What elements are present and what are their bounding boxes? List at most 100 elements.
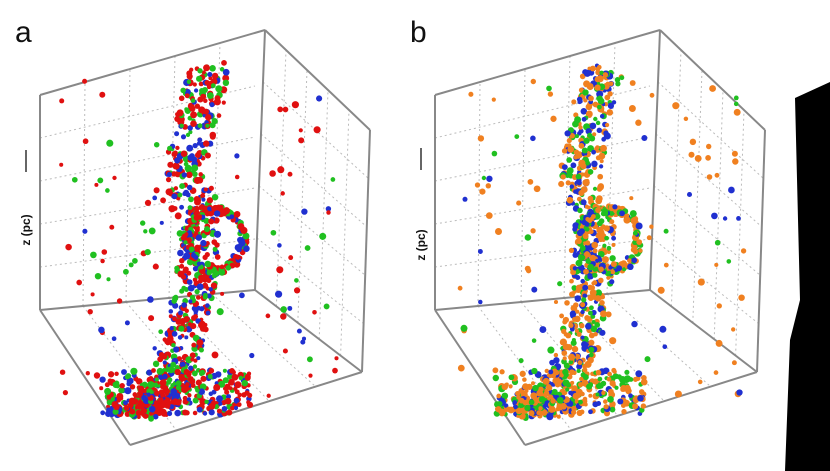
point [178,373,185,380]
point [575,274,581,281]
point [291,101,299,109]
point [147,296,154,303]
point [106,407,112,413]
point [628,393,633,399]
point [546,85,552,92]
point [238,239,246,247]
grid-line [258,185,366,276]
point [234,153,240,159]
point [600,380,607,387]
point [148,405,156,413]
point [593,116,598,122]
point [188,130,193,135]
point [168,309,174,314]
point [485,212,493,219]
point [134,377,139,382]
cube-edge [264,29,371,131]
point [686,191,693,198]
point [214,254,221,260]
point [574,328,579,333]
point [638,248,643,253]
point [585,258,592,265]
cube-edge [649,29,661,291]
point [659,325,667,333]
point [478,299,483,305]
point [300,339,306,345]
point [194,152,201,159]
point [631,257,638,264]
point [563,362,570,369]
point [166,171,172,177]
point [210,78,218,85]
point [566,196,574,204]
point [167,145,173,152]
point [204,79,210,86]
point [732,158,739,165]
cube-edge [254,289,363,373]
point [576,363,583,370]
point [530,381,536,386]
point [619,375,627,384]
point [234,381,242,389]
point [553,299,559,305]
point [187,393,192,398]
point [194,103,201,109]
point [588,95,594,102]
point [499,369,505,375]
point [579,73,586,80]
point [530,392,538,400]
point [582,374,589,381]
point [570,162,577,169]
point [592,248,598,254]
point [728,186,735,194]
point [312,310,317,315]
point [582,284,589,291]
grid-line [168,297,270,402]
point [596,90,604,98]
point [206,277,212,283]
point [186,397,192,402]
point [243,245,250,252]
point [234,174,240,180]
point [100,410,106,416]
point [607,91,613,97]
point [237,223,245,231]
point [94,272,102,280]
point [221,100,226,105]
point [148,315,155,322]
point [187,284,195,292]
point [592,267,598,272]
point [716,303,722,309]
point [596,195,603,202]
point [606,249,611,254]
point [562,379,570,387]
point [516,200,522,206]
point [288,255,294,261]
point [610,269,616,275]
point [174,115,181,123]
point [132,392,138,397]
point [588,229,594,235]
point [194,205,200,212]
point [211,351,219,359]
grid-line [340,109,350,356]
grid-line [39,187,256,225]
point [59,369,66,375]
point [644,356,651,363]
black-shape [785,82,830,471]
point [148,227,156,235]
point [158,368,165,375]
point [177,192,183,198]
point [207,206,212,211]
point [562,368,569,376]
point [237,392,242,398]
point [184,93,190,99]
point [172,162,180,170]
point [536,389,544,397]
point [180,150,188,157]
point [197,68,203,74]
point [105,188,110,193]
point [326,210,331,215]
point [208,409,215,416]
